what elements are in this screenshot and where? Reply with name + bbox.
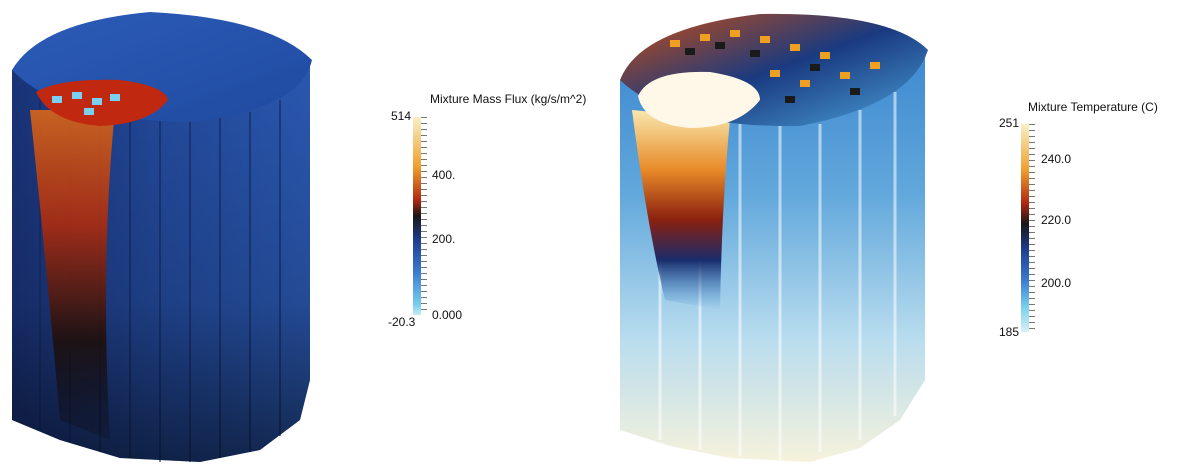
temperature-colorbar-ticks — [1029, 124, 1035, 332]
mass-flux-min-label: -20.3 — [388, 315, 416, 329]
temperature-colorbar — [1021, 124, 1029, 332]
mass-flux-tick-400: 400. — [432, 168, 456, 182]
mass-flux-max-label: 514 — [391, 109, 412, 123]
temperature-tick-200: 200.0 — [1041, 276, 1072, 290]
mass-flux-tick-0: 0.000 — [432, 308, 463, 322]
mass-flux-tick-200: 200. — [432, 232, 456, 246]
temperature-colorbar-title: Mixture Temperature (C) — [1028, 100, 1158, 114]
mass-flux-colorbar-title: Mixture Mass Flux (kg/s/m^2) — [430, 92, 587, 106]
mass-flux-colorbar-ticks — [421, 117, 427, 315]
temperature-max-label: 251 — [999, 116, 1020, 130]
temperature-tick-240: 240.0 — [1041, 152, 1072, 166]
mass-flux-colorbar — [413, 117, 421, 315]
temperature-min-label: 185 — [999, 325, 1020, 339]
temperature-tick-220: 220.0 — [1041, 213, 1072, 227]
mass-flux-3d-render — [0, 0, 340, 464]
temperature-3d-render — [610, 0, 940, 464]
